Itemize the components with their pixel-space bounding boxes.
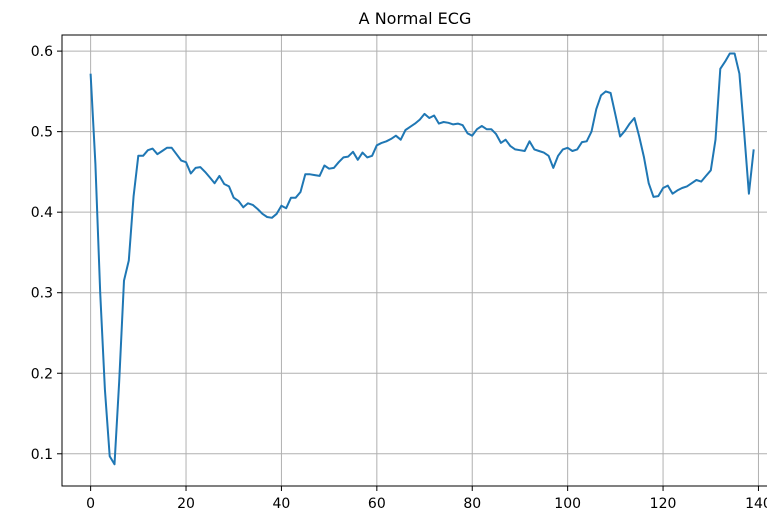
x-tick-label: 0 <box>86 496 95 512</box>
grid <box>62 35 767 486</box>
x-tick-label: 40 <box>273 496 291 512</box>
ticks: 0 20 40 60 80 100 120 140 0.1 0.2 0.3 0.4 0.5 0.6 <box>31 44 767 512</box>
x-tick-label: 140 <box>745 496 767 512</box>
x-tick-label: 100 <box>554 496 581 512</box>
y-tick-label: 0.3 <box>31 286 53 302</box>
x-tick-label: 120 <box>650 496 677 512</box>
x-tick-label: 20 <box>177 496 195 512</box>
y-tick-label: 0.6 <box>31 44 53 60</box>
y-tick-label: 0.1 <box>31 447 53 463</box>
x-tick-label: 60 <box>368 496 386 512</box>
x-tick-label: 80 <box>463 496 481 512</box>
ecg-series-line <box>89 52 755 466</box>
plot-frame <box>61 34 767 487</box>
y-tick-label: 0.5 <box>31 125 53 141</box>
y-tick-label: 0.4 <box>31 205 53 221</box>
y-tick-label: 0.2 <box>31 366 53 382</box>
series-layer <box>89 52 755 466</box>
chart-title: A Normal ECG <box>359 9 472 28</box>
